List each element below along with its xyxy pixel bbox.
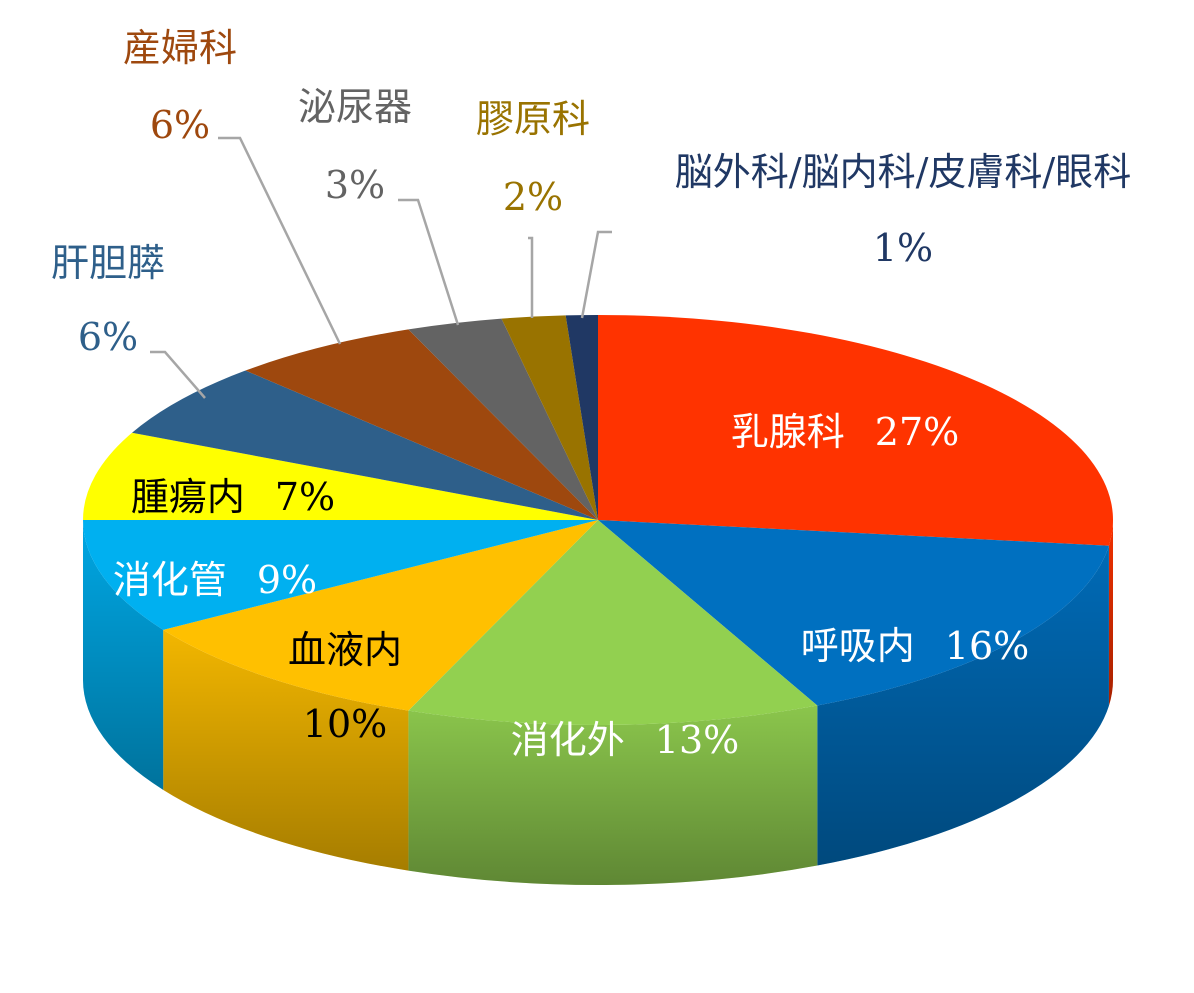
- slice-pct-3: 10%: [303, 702, 387, 746]
- slice-1: [598, 520, 1109, 706]
- slice-label-5: 腫瘍内 7%: [131, 475, 335, 519]
- slice-pct-8: 3%: [325, 163, 385, 207]
- slice-name-10: 脳外科/脳内科/皮膚科/眼科: [675, 150, 1131, 194]
- slice-side-shade-0: [1108, 520, 1113, 706]
- slice-name-3: 血液内: [288, 628, 402, 672]
- slice-side-shade-1: [817, 545, 1109, 866]
- slice-label-0: 乳腺科 27%: [731, 410, 959, 454]
- slice-name-4: 消化管: [113, 558, 227, 602]
- slice-name-2: 消化外: [511, 718, 625, 762]
- slice-4: [83, 520, 598, 630]
- slice-6: [132, 370, 598, 520]
- slice-name-9: 膠原科: [476, 97, 590, 141]
- slice-0: [598, 315, 1113, 546]
- slice-10: [565, 315, 598, 520]
- pie-sides: [83, 520, 1113, 885]
- slice-label-4: 消化管 9%: [113, 558, 317, 602]
- slice-pct-10: 1%: [873, 226, 933, 270]
- leader-lines: [150, 136, 612, 399]
- slice-8: [408, 318, 598, 520]
- leader-line-8: [398, 198, 460, 326]
- slice-label-1: 呼吸内 16%: [801, 624, 1029, 668]
- slice-labels: 乳腺科 27% 呼吸内 16% 消化外 13% 血液内 10% 消化管 9% 腫瘍内 7% 肝胆膵 6% 産…: [51, 26, 1131, 762]
- slice-3: [163, 520, 598, 711]
- slice-pct-4: 9%: [257, 558, 317, 602]
- leader-line-6: [150, 350, 206, 399]
- slice-pct-5: 7%: [275, 475, 335, 519]
- slice-name-6: 肝胆膵: [51, 241, 165, 285]
- slice-pct-2: 13%: [655, 718, 739, 762]
- slice-2: [408, 520, 818, 725]
- slice-pct-9: 2%: [503, 175, 563, 219]
- slice-side-shade-3: [163, 629, 409, 871]
- slice-name-8: 泌尿器: [298, 85, 412, 129]
- pie-tops: [83, 315, 1113, 725]
- leader-line-7: [218, 136, 342, 345]
- slice-name-0: 乳腺科: [731, 410, 845, 454]
- slice-name-1: 呼吸内: [801, 624, 915, 668]
- slice-label-2: 消化外 13%: [511, 718, 739, 762]
- slice-9: [501, 315, 598, 520]
- slice-5: [83, 432, 598, 520]
- slice-pct-0: 27%: [875, 410, 959, 454]
- leader-line-9: [528, 236, 534, 318]
- slice-7: [245, 329, 598, 520]
- slice-name-5: 腫瘍内: [131, 475, 245, 519]
- slice-pct-7: 6%: [150, 103, 210, 147]
- leader-line-10: [580, 230, 612, 319]
- slice-pct-6: 6%: [78, 315, 138, 359]
- slice-side-shade-2: [408, 705, 818, 885]
- slice-pct-1: 16%: [945, 624, 1029, 668]
- slice-name-7: 産婦科: [123, 26, 237, 70]
- slice-side-shade-4: [83, 520, 164, 790]
